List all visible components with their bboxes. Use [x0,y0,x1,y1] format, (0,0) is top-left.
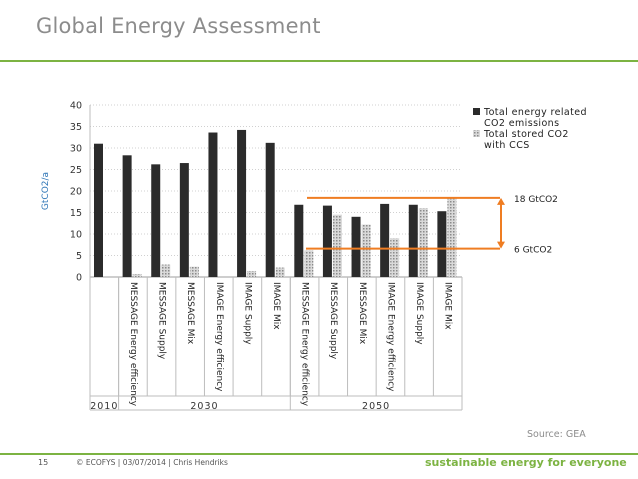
ccs-bar [275,267,285,277]
ccs-bar [361,224,371,277]
brand-tagline: sustainable energy for everyone [425,456,627,469]
emissions-bar [437,211,447,277]
ccs-bar [161,264,171,277]
y-tick-label: 5 [76,251,82,262]
x-category-label: IMAGE Supply [414,282,424,345]
upper-level-label: 18 GtCO2 [514,195,558,205]
emissions-chart: 0 5 10 15 20 25 30 35 40 GtCO2/a MESSAGE Energy ef… [41,101,587,413]
legend-swatch [473,130,480,137]
x-category-label: IMAGE Mix [271,282,281,330]
emissions-bar [294,204,304,277]
emissions-bar [237,129,247,277]
ccs-bar [132,273,142,277]
x-category-label: MESSAGE Supply [328,282,338,360]
y-tick-label: 0 [76,273,82,284]
y-tick-label: 25 [70,165,82,176]
x-group-label: 2050 [362,401,390,412]
legend-label-continued: CO2 emissions [484,118,559,129]
y-tick-label: 15 [70,208,82,219]
x-category-label: MESSAGE Mix [357,282,367,345]
y-tick-label: 40 [70,101,82,112]
emissions-bar [179,163,189,277]
y-tick-label: 20 [70,187,82,198]
x-category-label: IMAGE Energy efficiency [385,282,395,392]
x-group-label: 2030 [190,401,218,412]
y-tick-label: 35 [70,122,82,133]
x-category-label: MESSAGE Supply [157,282,167,360]
emissions-bar [94,143,103,277]
emissions-bar [322,205,332,277]
x-category-label: IMAGE Supply [242,282,252,345]
source-note: Source: GEA [527,429,586,440]
x-category-label: MESSAGE Mix [185,282,195,345]
ccs-bar [189,266,199,277]
slide-title: Global Energy Assessment [36,14,321,38]
x-group-label: 2010 [90,401,118,412]
ccs-bar [390,238,400,277]
x-category-label: MESSAGE Energy efficiency [300,282,310,407]
emissions-bar [265,142,275,277]
emissions-bar [351,216,361,277]
emissions-bar [208,132,218,277]
y-tick-label: 30 [70,144,82,155]
ccs-bar [332,214,342,277]
ccs-bar [418,208,428,277]
x-category-label: MESSAGE Energy efficiency [128,282,138,407]
legend-label: Total energy related [483,107,587,118]
x-category-label: IMAGE Mix [443,282,453,330]
emissions-bar [151,164,161,277]
y-axis-label: GtCO2/a [41,172,51,210]
emissions-bar [380,203,390,277]
ccs-bar [447,197,457,277]
range-arrow-head-up [497,197,505,205]
x-category-label: IMAGE Energy efficiency [214,282,224,392]
bottom-divider [0,453,638,455]
legend-swatch [473,108,480,115]
ccs-bar [304,250,314,277]
top-divider [0,60,638,62]
range-arrow-head-down [497,241,505,249]
y-tick-label: 10 [70,230,82,241]
page-number: 15 [38,458,49,467]
lower-level-label: 6 GtCO2 [514,246,552,256]
footer-credit: © ECOFYS | 03/07/2014 | Chris Hendriks [76,458,228,467]
legend-label-continued: with CCS [484,140,530,151]
emissions-bar [122,155,132,277]
emissions-bar [408,204,418,277]
ccs-bar [247,270,257,277]
legend-label: Total stored CO2 [483,129,569,140]
